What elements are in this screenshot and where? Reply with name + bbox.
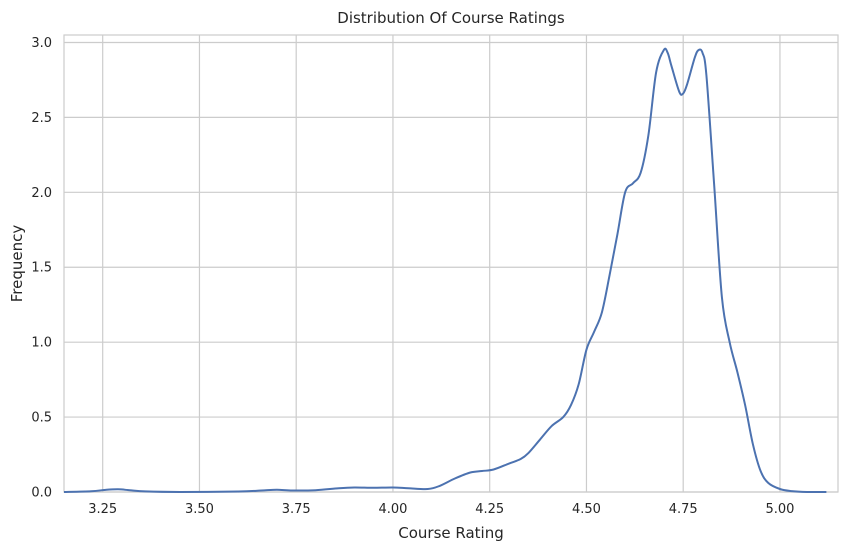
plot-frame — [63, 34, 839, 493]
y-tick-label: 0.0 — [31, 486, 52, 501]
density-curve — [63, 47, 827, 494]
x-tick-label: 3.75 — [282, 502, 311, 517]
x-tick-label: 4.00 — [378, 502, 407, 517]
tick-labels: 3.25 3.50 3.75 4.00 4.25 4.50 4.75 5.00 0.0 0.5 1.… — [31, 36, 794, 517]
y-tick-label: 2.5 — [31, 111, 52, 126]
y-tick-label: 3.0 — [31, 36, 52, 51]
x-tick-label: 3.25 — [88, 502, 117, 517]
x-axis-label: Course Rating — [398, 524, 504, 542]
chart-title: Distribution Of Course Ratings — [337, 9, 565, 27]
y-tick-label: 2.0 — [31, 186, 52, 201]
y-tick-label: 1.5 — [31, 261, 52, 276]
x-tick-label: 3.50 — [185, 502, 214, 517]
x-tick-label: 4.25 — [475, 502, 504, 517]
y-tick-label: 1.0 — [31, 336, 52, 351]
x-tick-label: 4.75 — [669, 502, 698, 517]
y-axis-label: Frequency — [8, 225, 26, 303]
y-tick-label: 0.5 — [31, 411, 52, 426]
x-tick-label: 4.50 — [572, 502, 601, 517]
series-layer — [63, 47, 827, 494]
x-tick-label: 5.00 — [765, 502, 794, 517]
grid — [64, 35, 838, 493]
